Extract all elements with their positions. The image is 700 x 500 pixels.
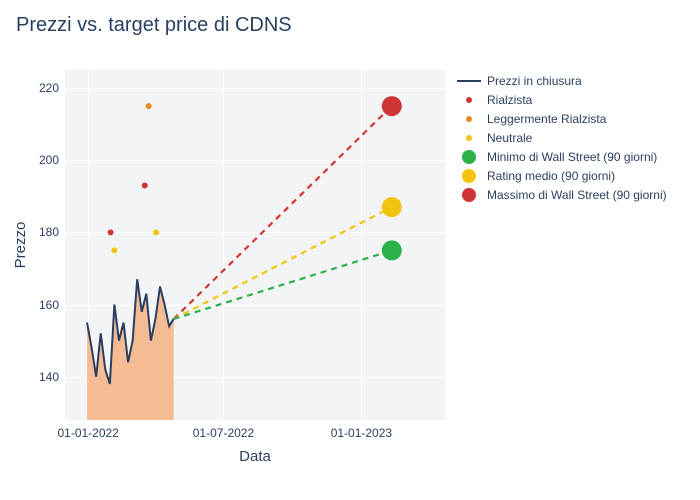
x-tick-label: 01-01-2023 — [331, 426, 392, 440]
analyst-dot — [108, 229, 114, 235]
y-tick-label: 180 — [39, 225, 59, 239]
legend-dot-icon — [462, 188, 476, 202]
legend-label: Prezzi in chiusura — [487, 74, 582, 88]
analyst-dot — [111, 247, 117, 253]
x-tick-label: 01-07-2022 — [193, 426, 254, 440]
legend: Prezzi in chiusura Rialzista Leggermente R… — [455, 72, 667, 205]
analyst-dot — [153, 229, 159, 235]
analyst-dot — [142, 182, 148, 188]
legend-dot-icon — [462, 150, 476, 164]
legend-label: Massimo di Wall Street (90 giorni) — [487, 188, 667, 202]
y-tick-label: 220 — [39, 81, 59, 95]
y-tick-label: 140 — [39, 370, 59, 384]
legend-line-icon — [457, 80, 481, 82]
legend-dot-icon — [466, 116, 472, 122]
projection-dot-avg — [382, 197, 402, 217]
legend-label: Leggermente Rialzista — [487, 112, 606, 126]
projection-line-min — [174, 250, 392, 319]
legend-item[interactable]: Rating medio (90 giorni) — [455, 167, 667, 184]
y-tick-label: 200 — [39, 153, 59, 167]
legend-item[interactable]: Minimo di Wall Street (90 giorni) — [455, 148, 667, 165]
y-tick-label: 160 — [39, 298, 59, 312]
legend-label: Rialzista — [487, 93, 532, 107]
plot-area: 14016018020022001-01-202201-07-202201-01… — [65, 70, 445, 420]
legend-label: Rating medio (90 giorni) — [487, 169, 615, 183]
projection-line-max — [174, 106, 392, 319]
legend-item[interactable]: Massimo di Wall Street (90 giorni) — [455, 186, 667, 203]
projection-dot-max — [382, 96, 402, 116]
projection-line-avg — [174, 207, 392, 319]
legend-dot-icon — [462, 169, 476, 183]
legend-dot-icon — [466, 97, 472, 103]
chart-title: Prezzi vs. target price di CDNS — [16, 14, 292, 37]
legend-item[interactable]: Prezzi in chiusura — [455, 72, 667, 89]
legend-item[interactable]: Neutrale — [455, 129, 667, 146]
analyst-dot — [146, 103, 152, 109]
y-axis-label: Prezzo — [12, 222, 29, 269]
x-tick-label: 01-01-2022 — [57, 426, 118, 440]
chart-svg — [65, 70, 445, 420]
legend-label: Neutrale — [487, 131, 532, 145]
legend-item[interactable]: Rialzista — [455, 91, 667, 108]
projection-dot-min — [382, 240, 402, 260]
legend-dot-icon — [466, 135, 472, 141]
legend-label: Minimo di Wall Street (90 giorni) — [487, 150, 657, 164]
legend-item[interactable]: Leggermente Rialzista — [455, 110, 667, 127]
x-axis-label: Data — [239, 448, 271, 465]
